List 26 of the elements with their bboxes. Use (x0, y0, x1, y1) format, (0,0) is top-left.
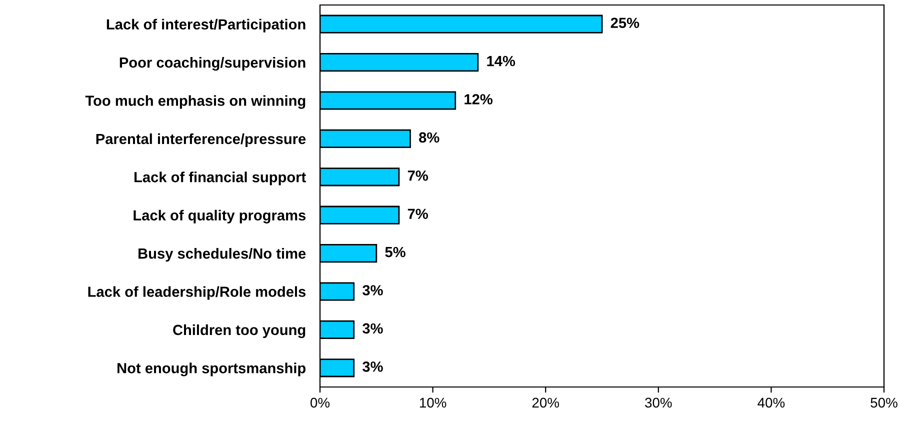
y-tick-label: Too much emphasis on winning (85, 95, 306, 109)
y-tick-label: Parental interference/pressure (96, 133, 306, 148)
data-label: 12% (464, 94, 492, 104)
y-tick-label: Children too young (173, 324, 306, 338)
data-label: 25% (610, 18, 640, 28)
data-label: 5% (385, 246, 406, 258)
y-tick-label: Busy schedules/No time (138, 248, 306, 262)
data-label: 14% (487, 56, 516, 66)
data-label: 3% (362, 361, 383, 372)
data-label: 3% (362, 323, 383, 334)
data-label: 7% (408, 208, 428, 219)
y-tick-label: Lack of leadership/Role models (88, 286, 306, 300)
x-tick-label: 50% (870, 398, 898, 408)
y-tick-label: Poor coaching/supervision (120, 57, 306, 71)
x-tick-label: 0% (310, 398, 330, 408)
x-tick-label: 40% (758, 398, 785, 408)
data-label: 7% (408, 170, 428, 181)
data-label: 3% (362, 285, 383, 296)
data-label: 8% (419, 132, 440, 143)
y-tick-label: Lack of financial support (134, 172, 306, 186)
y-tick-label: Not enough sportsmanship (118, 362, 306, 376)
y-tick-label: Lack of interest/Participation (106, 18, 306, 32)
x-tick-label: 10% (420, 398, 446, 408)
x-tick-label: 20% (532, 398, 560, 408)
x-tick-label: 30% (645, 398, 672, 408)
y-tick-label: Lack of quality programs (134, 210, 306, 224)
